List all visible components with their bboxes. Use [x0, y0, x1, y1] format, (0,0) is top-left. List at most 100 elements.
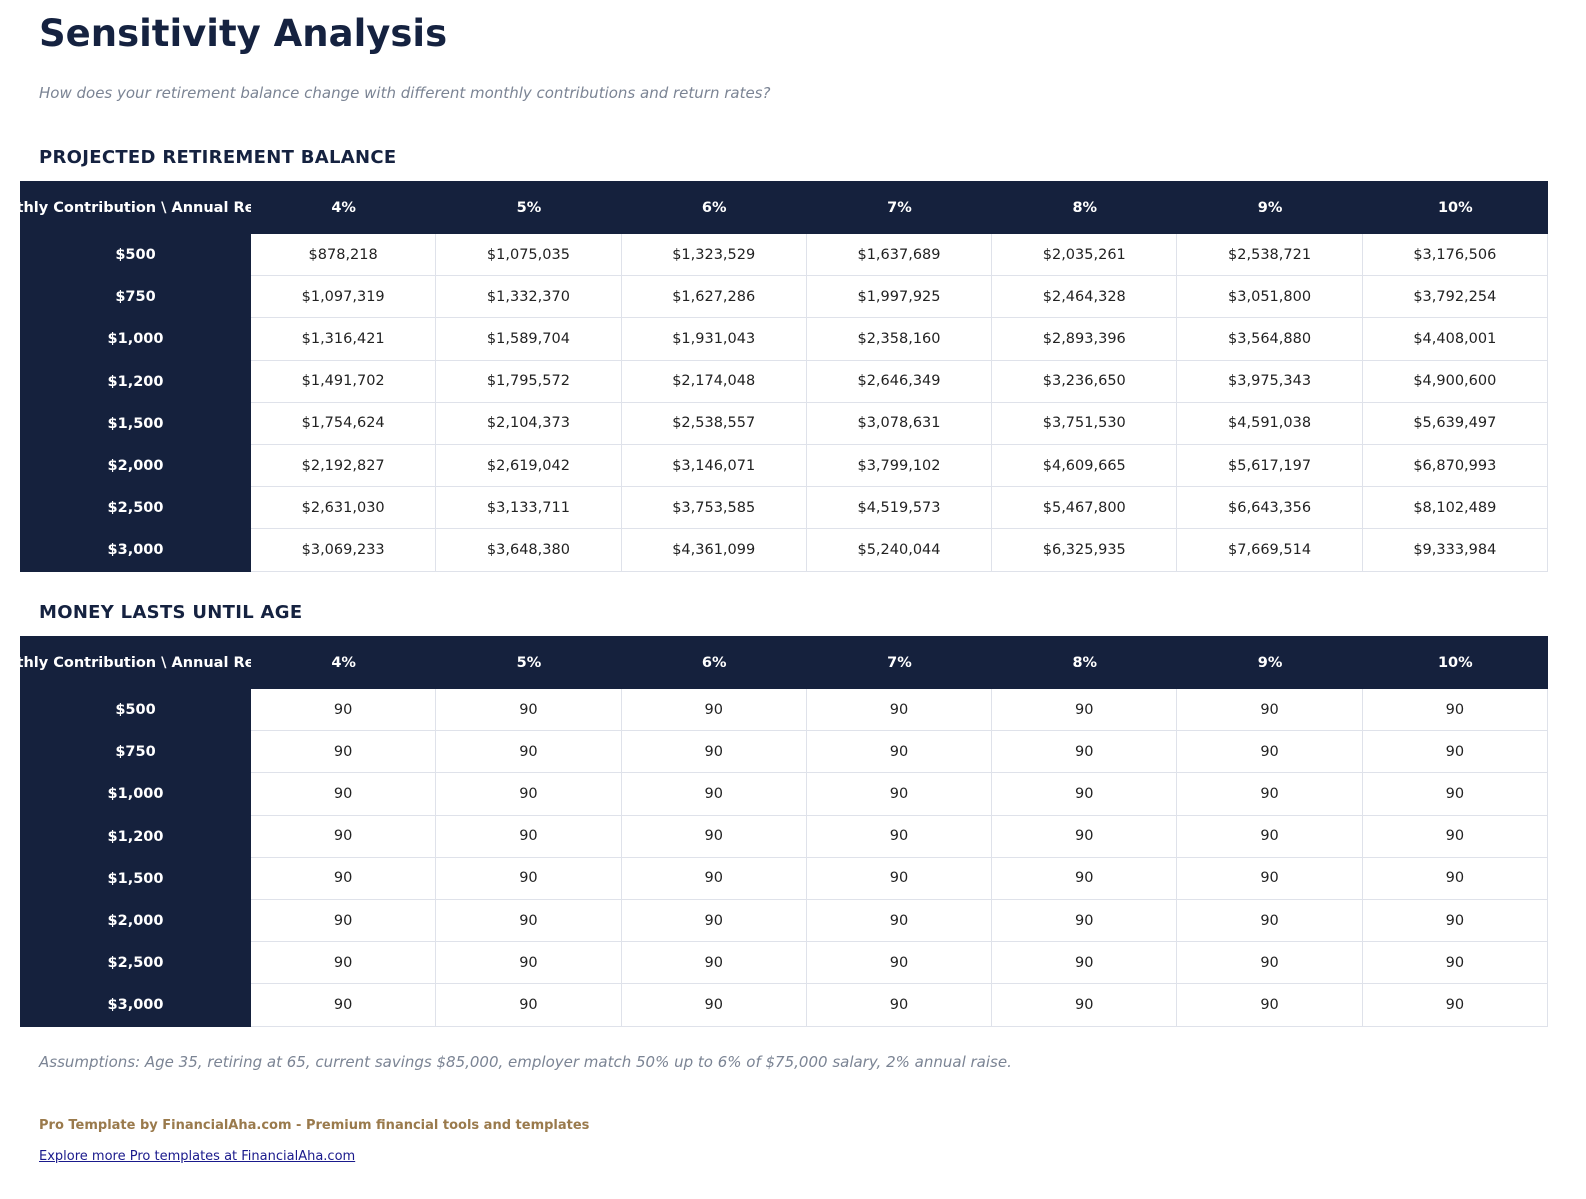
table-cell: $4,519,573: [806, 487, 993, 530]
table-cell: $6,325,935: [992, 529, 1178, 572]
table-cell: $5,467,800: [992, 487, 1178, 530]
table-cell: $3,792,254: [1362, 276, 1548, 319]
row-label: $1,200: [20, 815, 251, 858]
table-cell: $3,078,631: [806, 402, 993, 445]
table-cell: $4,408,001: [1362, 318, 1548, 361]
table-cell: $5,639,497: [1362, 402, 1548, 445]
table-cell: 90: [436, 984, 622, 1027]
table-cell: $6,643,356: [1177, 487, 1363, 530]
assumptions: Assumptions: Age 35, retiring at 65, cur…: [39, 1053, 1012, 1071]
table-cell: $2,619,042: [436, 444, 622, 488]
table-cell: 90: [436, 857, 622, 900]
table-cell: $1,323,529: [621, 234, 807, 277]
table-cell: $9,333,984: [1362, 529, 1548, 572]
table-cell: 90: [992, 984, 1178, 1027]
table-cell: 90: [1177, 857, 1363, 900]
table-row: $1,000 $1,316,421 $1,589,704 $1,931,043 $2,3…: [20, 318, 1548, 361]
table-cell: $1,627,286: [621, 276, 807, 319]
table-cell: 90: [806, 815, 993, 858]
table-cell: 90: [806, 689, 993, 732]
table-cell: 90: [1177, 899, 1363, 943]
table-cell: $1,332,370: [436, 276, 622, 319]
row-label: $2,500: [20, 942, 251, 985]
row-label: $1,500: [20, 402, 251, 445]
table-row: $1,500 $1,754,624 $2,104,373 $2,538,557 $3,0…: [20, 402, 1548, 445]
row-label: $2,000: [20, 444, 251, 488]
table-cell: $2,174,048: [621, 360, 807, 403]
table-cell: $3,799,102: [806, 444, 993, 488]
table-cell: 90: [1362, 942, 1548, 985]
table-cell: 90: [806, 942, 993, 985]
table-cell: $2,358,160: [806, 318, 993, 361]
table-cell: 90: [1362, 689, 1548, 732]
table-cell: $1,075,035: [436, 234, 622, 277]
table-cell: $6,870,993: [1362, 444, 1548, 488]
table-cell: 90: [1362, 815, 1548, 858]
table-cell: 90: [992, 857, 1178, 900]
table-cell: $1,754,624: [251, 402, 437, 445]
table-cell: 90: [621, 984, 807, 1027]
table-cell: 90: [1177, 942, 1363, 985]
table-cell: $878,218: [251, 234, 437, 277]
table-cell: 90: [621, 689, 807, 732]
table-row: $1,200 $1,491,702 $1,795,572 $2,174,048 $2,6…: [20, 360, 1548, 403]
table-cell: $2,893,396: [992, 318, 1178, 361]
table-row: $3,000 90 90 90 90 90 90 90: [20, 984, 1548, 1027]
column-header: 10%: [1437, 654, 1473, 671]
table-cell: 90: [992, 899, 1178, 943]
header-row: Monthly Contribution \ Annual Return 4% 5%…: [20, 181, 1548, 234]
column-header: 7%: [887, 199, 912, 216]
table-row: $500 $878,218 $1,075,035 $1,323,529 $1,637,6…: [20, 234, 1548, 277]
table-cell: $3,069,233: [251, 529, 437, 572]
table-cell: $3,975,343: [1177, 360, 1363, 403]
table: Monthly Contribution \ Annual Return 4% 5%…: [20, 181, 1548, 572]
table-cell: $2,104,373: [436, 402, 622, 445]
subtitle: How does your retirement balance change …: [39, 84, 771, 102]
table-cell: $1,491,702: [251, 360, 437, 403]
table-cell: 90: [251, 857, 437, 900]
column-header: 4%: [331, 654, 356, 671]
table-cell: 90: [992, 942, 1178, 985]
table-cell: $2,631,030: [251, 487, 437, 530]
row-label: $1,200: [20, 360, 251, 403]
header-row: Monthly Contribution \ Annual Return 4% 5%…: [20, 636, 1548, 689]
table-row: $1,500 90 90 90 90 90 90 90: [20, 857, 1548, 900]
table-cell: 90: [1362, 984, 1548, 1027]
table-cell: 90: [621, 899, 807, 943]
table-cell: $2,646,349: [806, 360, 993, 403]
table-cell: 90: [1177, 689, 1363, 732]
table-cell: 90: [806, 857, 993, 900]
table-cell: 90: [806, 899, 993, 943]
column-header: 4%: [331, 199, 356, 216]
row-label: $2,000: [20, 899, 251, 943]
table-row: $750 $1,097,319 $1,332,370 $1,627,286 $1,997…: [20, 276, 1548, 319]
row-label: $500: [20, 234, 251, 277]
table-cell: $1,589,704: [436, 318, 622, 361]
row-label: $1,500: [20, 857, 251, 900]
link[interactable]: Explore more Pro templates at FinancialA…: [39, 1149, 356, 1164]
section-title: PROJECTED RETIREMENT BALANCE: [39, 147, 397, 168]
table-cell: $8,102,489: [1362, 487, 1548, 530]
table-cell: 90: [1362, 731, 1548, 774]
table-cell: $3,146,071: [621, 444, 807, 488]
table-row: $1,000 90 90 90 90 90 90 90: [20, 773, 1548, 816]
table-cell: 90: [621, 857, 807, 900]
table-row: $500 90 90 90 90 90 90 90: [20, 689, 1548, 732]
table-cell: 90: [436, 773, 622, 816]
table-row: $2,000 90 90 90 90 90 90 90: [20, 899, 1548, 943]
column-header: 9%: [1257, 199, 1283, 216]
table-cell: 90: [1177, 984, 1363, 1027]
table-cell: 90: [621, 773, 807, 816]
table-cell: 90: [1362, 773, 1548, 816]
column-header: Monthly Contribution \ Annual Return: [20, 654, 251, 671]
table-cell: 90: [992, 815, 1178, 858]
column-header: 8%: [1072, 654, 1098, 671]
table-cell: 90: [1177, 731, 1363, 774]
column-header: 9%: [1257, 654, 1283, 671]
table-cell: $2,538,557: [621, 402, 807, 445]
table-cell: 90: [251, 773, 437, 816]
table-cell: $4,591,038: [1177, 402, 1363, 445]
table-cell: 90: [621, 942, 807, 985]
table-cell: $3,753,585: [621, 487, 807, 530]
